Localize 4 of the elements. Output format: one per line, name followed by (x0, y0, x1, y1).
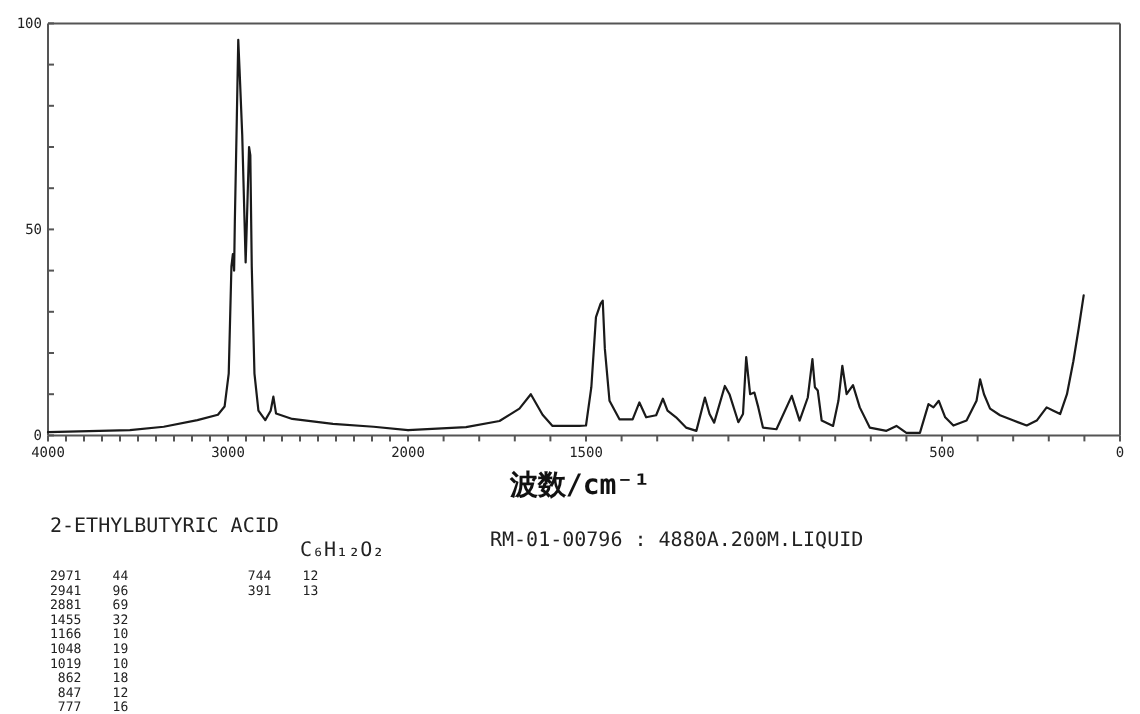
text: 2-ETHYLBUTYRIC ACID (50, 516, 279, 538)
text: RM-01-00796 : 4880A.200M.LIQUID (490, 530, 864, 552)
x-axis-title: 波数/cm⁻¹ (507, 470, 651, 502)
text: C₆H₁₂O₂ (300, 540, 385, 562)
